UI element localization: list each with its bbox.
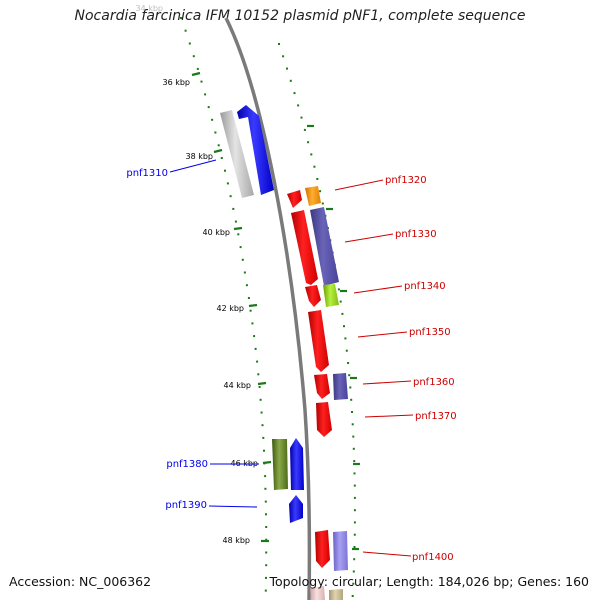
outer-ticks bbox=[307, 124, 360, 551]
gene-feature-bottom-pink[interactable] bbox=[310, 586, 325, 600]
label-leaders bbox=[169, 159, 414, 557]
gene-feature-pnf1340[interactable] bbox=[323, 284, 339, 307]
topology-label: Topology: bbox=[269, 574, 328, 589]
plasmid-backbone bbox=[224, 17, 312, 600]
accession-value: NC_006362 bbox=[79, 574, 152, 589]
gene-feature-lavender[interactable] bbox=[333, 531, 348, 571]
accession-info: Accession: NC_006362 bbox=[9, 574, 151, 589]
gene-label-pnf1330[interactable]: pnf1330 bbox=[395, 229, 437, 240]
gene-feature-olive[interactable] bbox=[272, 439, 288, 490]
genes-label: Genes: bbox=[517, 574, 562, 589]
scale-label: 38 kbp bbox=[185, 152, 213, 161]
gene-feature-pnf1390[interactable] bbox=[289, 495, 303, 523]
gene-label-pnf1360[interactable]: pnf1360 bbox=[413, 377, 455, 388]
gene-feature-pnf1320-red[interactable] bbox=[287, 190, 302, 208]
gene-feature-red-small[interactable] bbox=[305, 285, 321, 307]
scale-label: 44 kbp bbox=[223, 381, 251, 390]
gene-feature-pnf1350[interactable] bbox=[308, 310, 329, 372]
gene-feature-pnf1320[interactable] bbox=[305, 186, 321, 206]
gene-feature-pnf1310[interactable] bbox=[237, 105, 274, 195]
gene-feature-pnf1360[interactable] bbox=[333, 373, 348, 400]
gene-label-pnf1370[interactable]: pnf1370 bbox=[415, 411, 457, 422]
topology-value: circular bbox=[331, 574, 379, 589]
gene-feature-pnf1330[interactable] bbox=[310, 207, 339, 286]
gene-feature-pnf1380[interactable] bbox=[290, 438, 304, 490]
gene-feature-gray[interactable] bbox=[220, 110, 254, 198]
gene-label-pnf1400[interactable]: pnf1400 bbox=[412, 552, 454, 563]
scale-label: 40 kbp bbox=[202, 228, 230, 237]
gene-label-pnf1320[interactable]: pnf1320 bbox=[385, 175, 427, 186]
inner-dotted-track bbox=[180, 17, 268, 592]
length-label: Length: bbox=[386, 574, 434, 589]
scale-label: 36 kbp bbox=[162, 78, 190, 87]
scale-ticks bbox=[191, 71, 272, 543]
gene-feature-bottom-tan[interactable] bbox=[329, 589, 343, 600]
topology-info: Topology: circular; Length: 184,026 bp; … bbox=[269, 574, 589, 589]
gene-feature-pnf1370[interactable] bbox=[316, 402, 332, 437]
gene-label-pnf1310[interactable]: pnf1310 bbox=[126, 168, 168, 179]
gene-label-pnf1350[interactable]: pnf1350 bbox=[409, 327, 451, 338]
gene-feature-red-long[interactable] bbox=[291, 210, 318, 285]
gene-label-pnf1340[interactable]: pnf1340 bbox=[404, 281, 446, 292]
gene-feature-pnf1400[interactable] bbox=[315, 530, 330, 568]
genes-value: 160 bbox=[565, 574, 589, 589]
gene-label-pnf1380[interactable]: pnf1380 bbox=[166, 459, 208, 470]
gene-feature-red-pnf1360[interactable] bbox=[314, 374, 330, 399]
gene-label-pnf1390[interactable]: pnf1390 bbox=[165, 500, 207, 511]
map-title: Nocardia farcinica IFM 10152 plasmid pNF… bbox=[74, 8, 526, 24]
scale-label: 34 kbp bbox=[135, 4, 163, 13]
length-value: 184,026 bp bbox=[437, 574, 510, 589]
accession-label: Accession: bbox=[9, 574, 76, 589]
scale-label: 42 kbp bbox=[216, 304, 244, 313]
scale-label: 48 kbp bbox=[222, 536, 250, 545]
